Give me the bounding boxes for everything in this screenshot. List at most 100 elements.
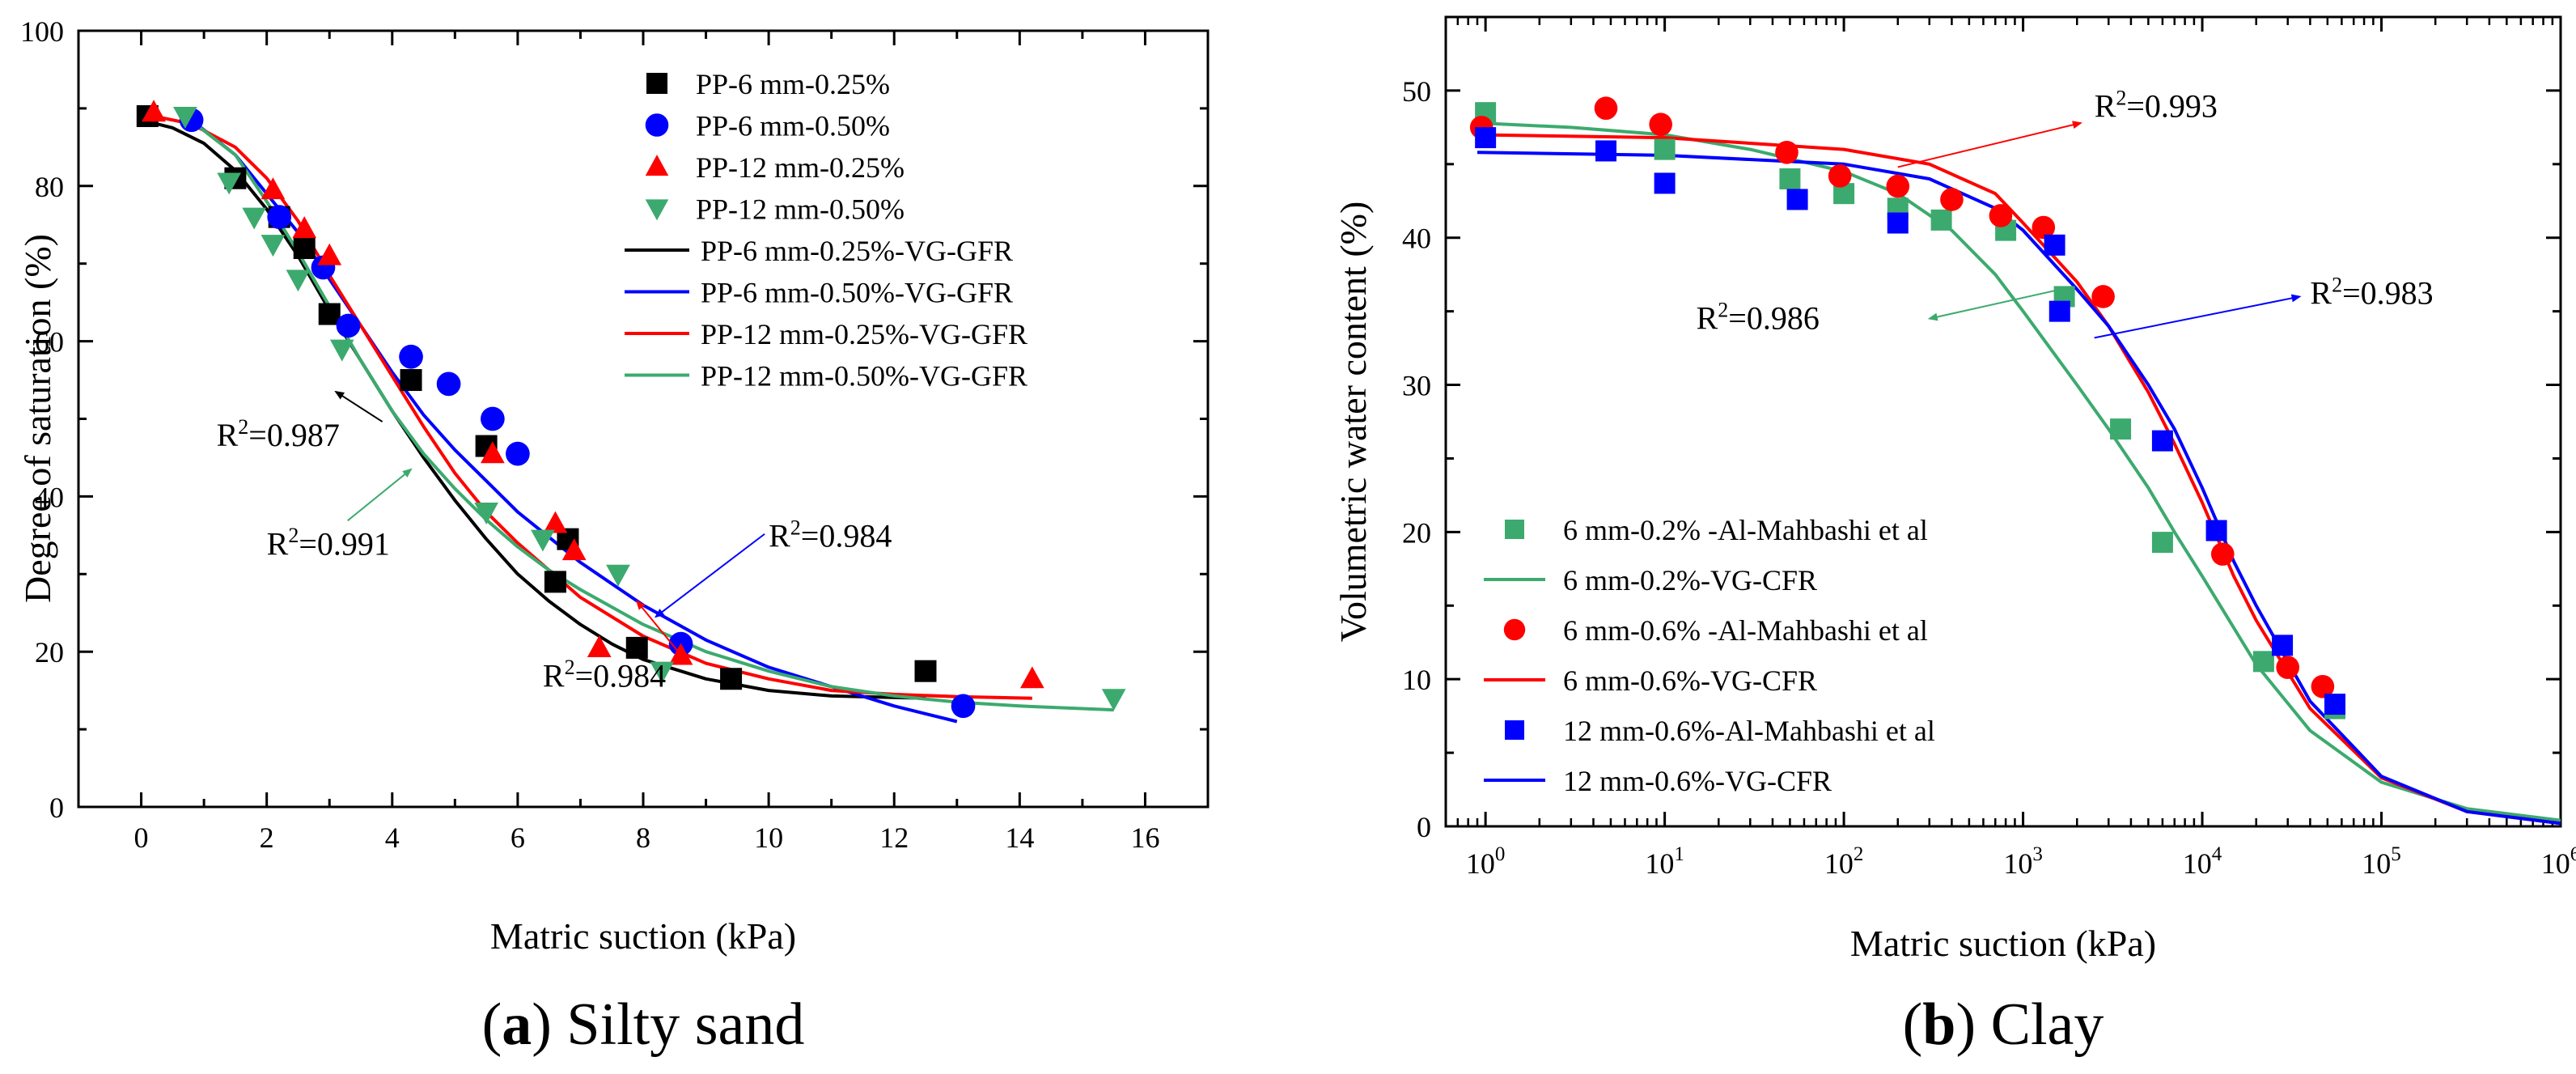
legend-label: PP-6 mm-0.50% xyxy=(696,110,890,142)
r2-superscript: 2 xyxy=(790,516,801,540)
data-point xyxy=(506,441,530,466)
point-series xyxy=(1469,96,2335,698)
r2-value: =0.984 xyxy=(575,657,667,694)
data-point xyxy=(951,694,976,719)
data-point xyxy=(625,636,648,659)
fit-curve xyxy=(1477,133,2561,826)
x-tick-base: 10 xyxy=(2183,847,2212,880)
x-axis-label: Matric suction (kPa) xyxy=(490,915,796,957)
x-tick-label: 101 xyxy=(1645,843,1684,880)
x-tick-label: 12 xyxy=(879,821,909,854)
annotation: R2=0.991 xyxy=(267,468,413,562)
annotation-arrow xyxy=(2094,294,2302,339)
data-point xyxy=(1505,720,1524,740)
annotation-arrow xyxy=(635,600,681,655)
data-point xyxy=(329,339,354,362)
data-point xyxy=(1475,127,1497,149)
data-point xyxy=(217,172,241,195)
r2-annotation: R2=0.993 xyxy=(2095,86,2218,124)
x-tick-exponent: 5 xyxy=(2391,843,2401,865)
legend-label: PP-6 mm-0.50%-VG-GFR xyxy=(701,277,1013,309)
r2-superscript: 2 xyxy=(238,415,248,439)
caption-name: Silty sand xyxy=(552,991,804,1058)
r2-value: =0.987 xyxy=(248,417,340,453)
annotation: R2=0.984 xyxy=(654,516,892,618)
x-tick-label: 4 xyxy=(385,821,400,854)
r2-value: =0.991 xyxy=(299,525,390,562)
point-series xyxy=(1475,127,2346,715)
data-point xyxy=(544,571,566,593)
data-point xyxy=(2324,694,2346,715)
y-tick-label: 0 xyxy=(49,792,64,824)
r2-label: R xyxy=(1697,299,1718,336)
data-point xyxy=(1887,212,1909,234)
fit-curve xyxy=(190,118,958,724)
r2-label: R xyxy=(267,525,289,562)
y-tick-label: 20 xyxy=(1402,516,1431,549)
x-tick-base: 10 xyxy=(2541,847,2570,880)
r2-superscript: 2 xyxy=(565,656,575,679)
data-point xyxy=(436,371,461,397)
data-point xyxy=(1828,164,1852,188)
point-series xyxy=(142,100,1044,689)
data-point xyxy=(587,635,612,657)
data-point xyxy=(2151,430,2173,452)
data-point xyxy=(1594,96,1618,121)
r2-annotation: R2=0.991 xyxy=(267,524,390,562)
caption-letter: a xyxy=(502,991,532,1058)
data-point xyxy=(1101,689,1126,711)
legend-label: 6 mm-0.6% -Al-Mahbashi et al xyxy=(1563,614,1928,647)
data-point xyxy=(2311,674,2335,698)
x-tick-label: 2 xyxy=(260,821,274,854)
data-point xyxy=(400,369,422,392)
legend: PP-6 mm-0.25% PP-6 mm-0.50% PP-12 mm-0.25%… xyxy=(625,68,1027,393)
legend-label: 6 mm-0.2% -Al-Mahbashi et al xyxy=(1563,514,1928,546)
legend: 6 mm-0.2% -Al-Mahbashi et al 6 mm-0.2%-VG… xyxy=(1484,514,1935,797)
r2-superscript: 2 xyxy=(288,524,299,547)
panel-caption: (b) Clay xyxy=(1903,991,2104,1058)
annotation-arrow xyxy=(334,390,383,422)
x-tick-label: 103 xyxy=(2003,843,2043,880)
y-tick-label: 20 xyxy=(35,636,64,669)
x-tick-exponent: 1 xyxy=(1674,843,1684,865)
x-tick-exponent: 6 xyxy=(2570,843,2576,865)
annotation: R2=0.993 xyxy=(1897,86,2218,168)
x-tick-label: 102 xyxy=(1824,843,1864,880)
data-point xyxy=(1779,168,1801,189)
data-point xyxy=(261,235,286,257)
r2-label: R xyxy=(543,657,565,694)
data-point xyxy=(1019,666,1044,689)
x-tick-base: 10 xyxy=(2003,847,2032,880)
legend-label: PP-6 mm-0.25% xyxy=(696,68,890,100)
data-point xyxy=(914,660,937,682)
annotation: R2=0.987 xyxy=(217,390,383,453)
data-point xyxy=(606,564,630,587)
data-point xyxy=(286,270,311,292)
x-tick-base: 10 xyxy=(1466,847,1495,880)
y-tick-label: 0 xyxy=(1417,811,1431,843)
data-point xyxy=(2252,651,2274,673)
data-point xyxy=(172,106,197,129)
annotation-arrow xyxy=(1897,121,2082,168)
legend-label: PP-6 mm-0.25%-VG-GFR xyxy=(701,235,1013,267)
data-point xyxy=(474,503,498,524)
x-tick-label: 106 xyxy=(2541,843,2576,880)
data-point xyxy=(481,406,505,431)
r2-superscript: 2 xyxy=(2332,273,2342,296)
annotation-arrow xyxy=(1927,290,2055,321)
r2-annotation: R2=0.984 xyxy=(543,656,666,694)
y-tick-label: 40 xyxy=(35,481,64,513)
y-axis-label: Volumetric water content (%) xyxy=(1332,202,1374,643)
data-point xyxy=(267,205,292,230)
data-point xyxy=(646,73,667,94)
x-tick-exponent: 3 xyxy=(2032,843,2043,865)
x-tick-exponent: 0 xyxy=(1495,843,1506,865)
legend-label: PP-12 mm-0.50% xyxy=(696,193,905,226)
data-point xyxy=(645,199,669,221)
annotation: R2=0.984 xyxy=(543,600,681,694)
data-point xyxy=(2049,300,2070,322)
data-point xyxy=(2032,215,2056,240)
data-point xyxy=(650,661,675,684)
y-tick-label: 60 xyxy=(35,326,64,359)
data-point xyxy=(645,155,669,176)
